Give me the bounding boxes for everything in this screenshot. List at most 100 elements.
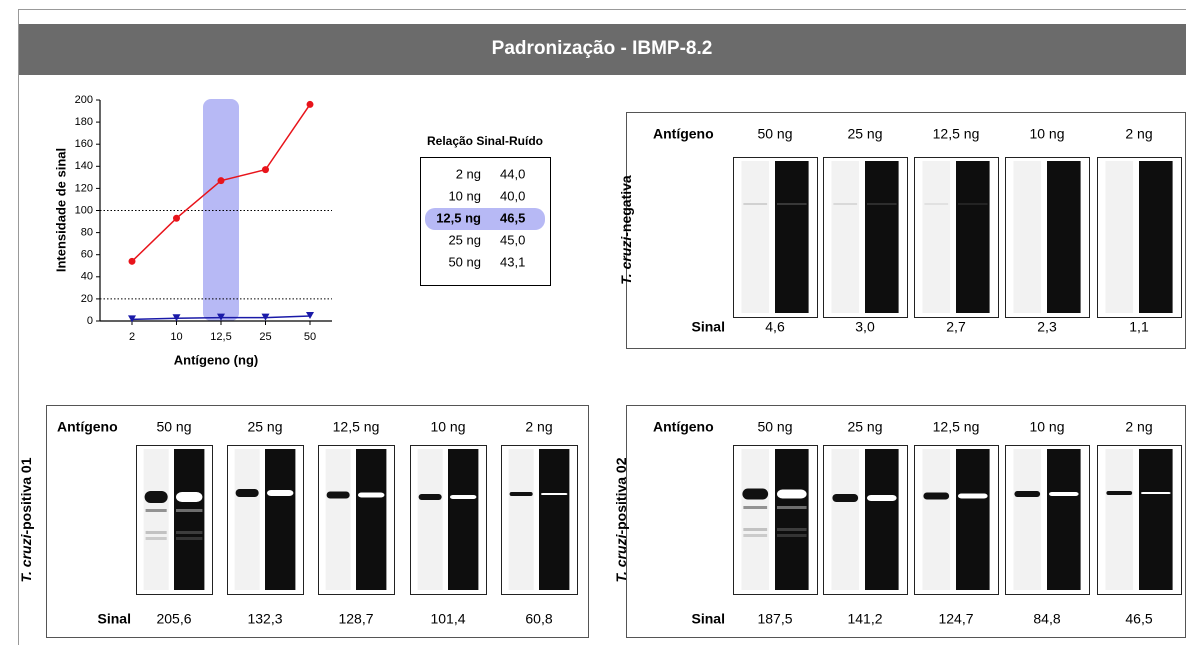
strip-dark [775,449,809,590]
strip-dark [1139,161,1173,313]
y-tick-label: 120 [75,182,93,194]
antigen-label: 50 ng [757,419,792,435]
band-faint [833,203,858,205]
strip-light [922,449,951,590]
strip-light [417,449,443,590]
panel-label: T. cruzi-positiva 02 [613,457,629,582]
band-faint [176,509,203,512]
signal-value: 101,4 [430,611,465,627]
strip-light [741,161,770,313]
strip-dark [174,449,205,590]
band-dark [923,492,950,500]
y-axis-label: Intensidade de sinal [53,148,68,272]
antigen-label: 25 ng [847,419,882,435]
strip-light [741,449,770,590]
strip-dark [356,449,387,590]
x-tick-label: 50 [304,331,316,343]
band-faint [777,203,807,205]
signal-value: 2,7 [946,319,966,335]
band-faint [777,506,807,509]
band-light [541,493,568,495]
y-tick-label: 140 [75,160,93,172]
x-tick-label: 10 [170,331,182,343]
band-dark [418,494,442,500]
point [173,214,180,222]
strip-light [143,449,169,590]
y-tick-label: 160 [75,138,93,150]
x-tick-label: 2 [129,331,135,343]
antigen-label: 12,5 ng [933,126,980,142]
strip-dark [1047,449,1081,590]
x-tick-label: 12,5 [210,331,231,343]
panel-label-italic: T. cruzi [613,533,629,582]
strip-dark [539,449,570,590]
strip-dark [865,161,899,313]
band-light [1141,492,1171,494]
band-faint [867,203,897,205]
point [306,100,314,108]
antigen-label: 2 ng [1125,126,1152,142]
x-axis-label: Antígeno (ng) [174,352,258,367]
signal-value: 128,7 [338,611,373,627]
band-faint [777,528,807,531]
panel-box [46,405,589,638]
band-faint [743,534,768,537]
signal-value: 2,3 [1037,319,1057,335]
panel-label-rest: -negativa [618,175,634,237]
band-faint [176,537,203,540]
band-light [358,492,385,498]
panel-label-italic: T. cruzi [18,533,34,582]
panel-header: Antígeno [653,126,714,142]
panel-header: Antígeno [653,419,714,435]
strip-dark [956,449,990,590]
signal-value: 1,1 [1129,319,1149,335]
point [262,166,269,174]
band-light [867,495,897,501]
signal-value: 124,7 [938,611,973,627]
strip-light [922,161,951,313]
band-light [1049,492,1079,496]
band-light [267,490,294,496]
point [217,313,225,321]
y-tick-label: 200 [75,94,93,106]
antigen-label: 12,5 ng [933,419,980,435]
antigen-label: 2 ng [1125,419,1152,435]
strip-light [508,449,534,590]
band-dark [832,494,859,502]
strip-dark [1139,449,1173,590]
antigen-label: 2 ng [525,419,552,435]
band-dark [742,488,769,500]
point [217,177,225,185]
band-faint [924,203,949,205]
table-cell: 40,0 [500,188,525,203]
strip-light [234,449,260,590]
band-faint [176,531,203,534]
table-title: Relação Sinal-Ruído [427,134,543,148]
table-cell: 25 ng [448,232,481,247]
band-light [450,495,477,499]
signal-value: 3,0 [855,319,875,335]
band-dark [144,491,168,503]
band-faint [145,531,167,534]
signal-value: 132,3 [247,611,282,627]
table-cell: 44,0 [500,166,525,181]
panel-label: T. cruzi-negativa [618,175,634,285]
band-faint [777,534,807,537]
signal-value: 141,2 [847,611,882,627]
band-faint [743,506,768,509]
y-tick-label: 40 [81,271,93,283]
strip-light [325,449,351,590]
antigen-label: 12,5 ng [333,419,380,435]
x-tick-label: 25 [259,331,271,343]
signal-value: 46,5 [1125,611,1152,627]
y-tick-label: 100 [75,204,93,216]
antigen-label: 50 ng [156,419,191,435]
signal-label: Sinal [692,611,725,627]
strip-dark [956,161,990,313]
band-light [176,492,203,502]
band-faint [743,528,768,531]
band-faint [145,537,167,540]
strip-light [1013,449,1042,590]
panel-label-rest: -positiva 02 [613,457,629,534]
signal-value: 84,8 [1033,611,1060,627]
